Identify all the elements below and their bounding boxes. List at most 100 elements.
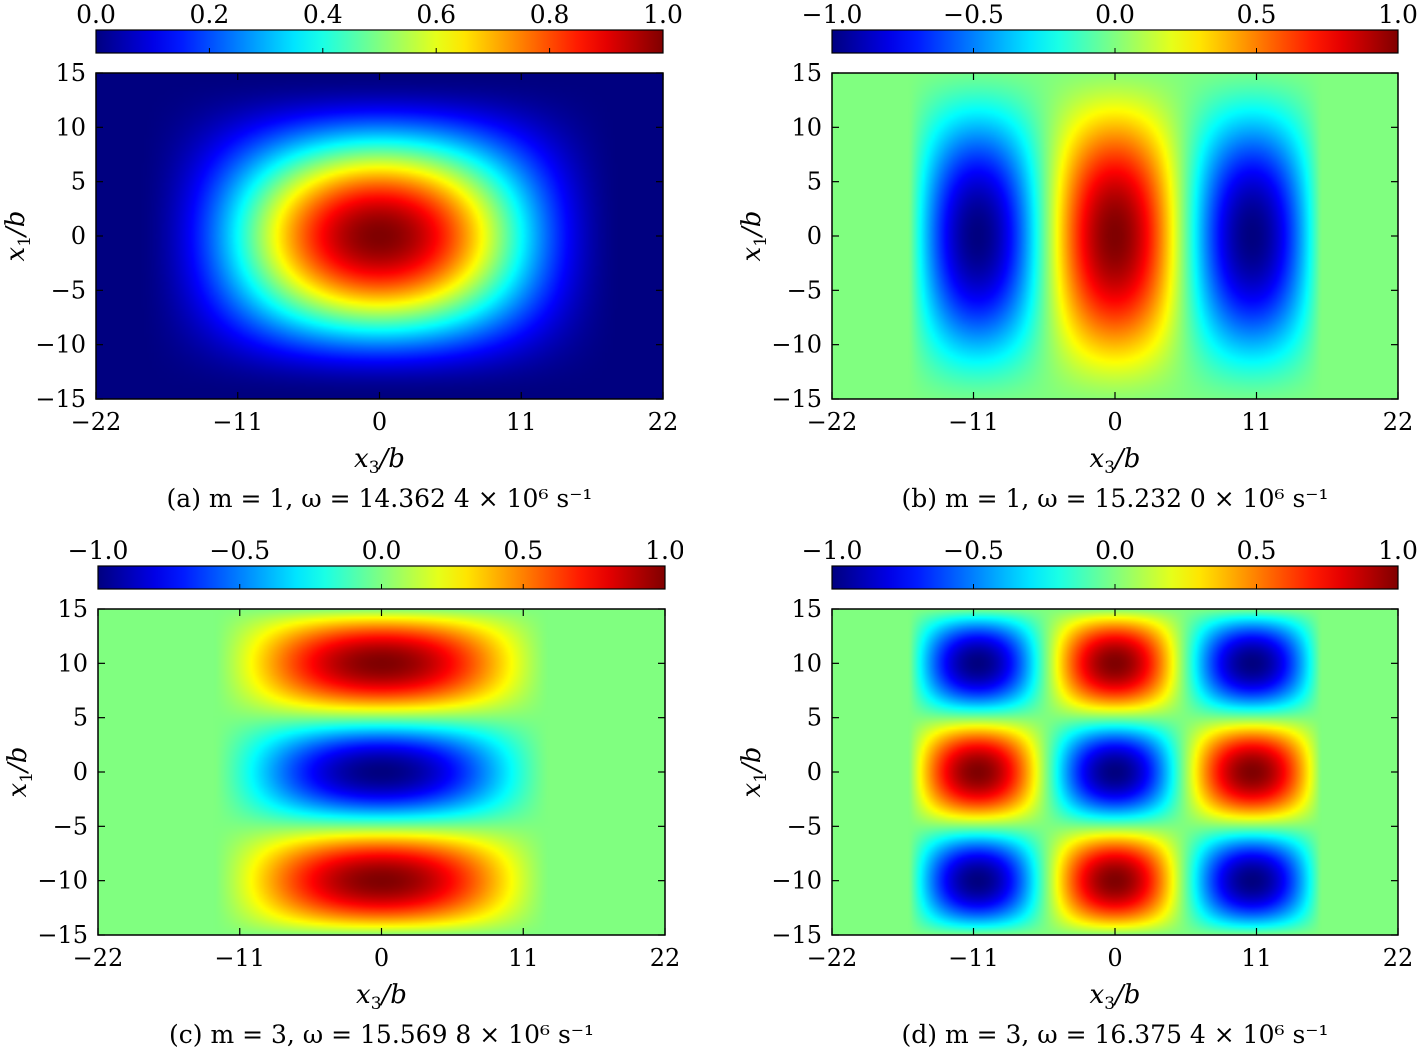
y-tick-label: 15 [791,59,822,87]
x-axis-label: x3/b [1090,980,1141,1014]
heatmap-image [832,609,1398,935]
y-tick-label: 10 [791,113,822,141]
colorbar-tick-label: 0.6 [416,0,456,29]
y-tick-label: −15 [37,921,88,949]
x-tick-label: −22 [73,944,124,972]
heatmap-image [832,73,1398,399]
colorbar-tick-label: 1.0 [1378,537,1418,565]
colorbar-tick-label: 0.5 [503,537,543,565]
y-axis-label-sub: 1 [15,236,35,247]
x-axis-label: x3/b [1090,444,1141,478]
x-axis-label-var: x [356,980,371,1010]
x-tick-label: 22 [648,408,679,436]
x-axis-label-var: x [1090,980,1105,1010]
x-axis-label-sub: 3 [371,994,382,1014]
y-tick-label: −5 [787,812,822,840]
x-axis-label-suffix: /b [379,980,407,1010]
panel-b: −1.0 −0.5 0.0 0.5 1.0 −22 −11 0 11 22 15 10 5 0 −5 −10 −… [735,0,1418,514]
y-tick-label: −10 [771,867,822,895]
x-tick-label: 11 [508,944,539,972]
y-axis-label-var: x [3,782,33,797]
x-axis-label: x3/b [354,444,405,478]
x-tick-label: 11 [1241,408,1272,436]
x-axis-label-var: x [1090,444,1105,474]
y-axis-label-suffix: /b [3,747,33,775]
panel-caption: (b) m = 1, ω = 15.232 0 × 10⁶ s⁻¹ [901,484,1328,513]
y-tick-label: 0 [807,758,822,786]
x-tick-label: 0 [372,408,387,436]
x-tick-label: −11 [948,944,999,972]
chart-svg: −1.0 −0.5 0.0 0.5 1.0 −22 −11 0 11 22 15 10 5 0 −5 −10 −… [737,536,1418,1049]
colorbar-tick-label: 0.5 [1237,537,1277,565]
panel-c: −1.0 −0.5 0.0 0.5 1.0 −22 −11 0 11 22 15 10 5 0 −5 −10 −… [0,536,685,1051]
colorbar-tick-label: 0.0 [76,0,116,29]
colorbar [95,29,664,54]
x-tick-label: 22 [1383,944,1414,972]
x-axis-label-sub: 3 [1104,458,1115,478]
colorbar-tick-label: 0.4 [303,0,343,29]
x-tick-label: −22 [807,408,858,436]
x-tick-label: −11 [212,408,263,436]
x-tick-label: −11 [214,944,265,972]
y-axis-label-sub: 1 [751,772,771,783]
y-tick-label: 10 [57,649,88,677]
y-axis-label: x1/b [737,211,771,262]
y-axis-label-sub: 1 [17,772,37,783]
y-axis-label-suffix: /b [737,211,767,239]
y-tick-label: 5 [73,704,88,732]
panel-caption: (d) m = 3, ω = 16.375 4 × 10⁶ s⁻¹ [901,1020,1328,1049]
colorbar-tick-label: −0.5 [209,537,270,565]
colorbar-tick-label: 0.5 [1237,0,1277,29]
y-tick-label: 0 [807,222,822,250]
y-tick-label: −15 [771,385,822,413]
y-tick-label: −15 [771,921,822,949]
colorbar-tick-label: 0.0 [1095,537,1135,565]
colorbar-tick-label: −0.5 [943,0,1004,29]
x-tick-label: 22 [650,944,681,972]
colorbar-tick-label: 0.0 [1095,0,1135,29]
y-tick-label: −5 [787,276,822,304]
y-tick-label: 10 [55,113,86,141]
x-tick-label: −22 [807,944,858,972]
x-axis-label: x3/b [356,980,407,1014]
heatmap-image [98,609,665,935]
x-tick-label: 0 [374,944,389,972]
x-tick-label: 22 [1383,408,1414,436]
panel-a: 0.0 0.2 0.4 0.6 0.8 1.0 −22 −11 0 11 22 15 10 5 0 −5 −10… [0,0,683,514]
chart-svg: −1.0 −0.5 0.0 0.5 1.0 −22 −11 0 11 22 15 10 5 0 −5 −10 −… [737,0,1418,513]
x-tick-label: −11 [948,408,999,436]
y-axis-label-suffix: /b [1,211,31,239]
panel-caption: (a) m = 1, ω = 14.362 4 × 10⁶ s⁻¹ [167,484,593,513]
y-tick-label: −15 [35,385,86,413]
x-axis-label-sub: 3 [369,458,380,478]
heatmap-image [96,73,663,399]
x-tick-label: 11 [1241,944,1272,972]
y-tick-label: 15 [791,595,822,623]
y-tick-label: 0 [73,758,88,786]
colorbar-tick-label: −1.0 [802,0,863,29]
y-tick-label: 0 [71,222,86,250]
panel-d: −1.0 −0.5 0.0 0.5 1.0 −22 −11 0 11 22 15 10 5 0 −5 −10 −… [735,536,1418,1051]
y-axis-label: x1/b [737,747,771,798]
y-axis-label-sub: 1 [751,236,771,247]
colorbar-tick-label: −1.0 [802,537,863,565]
x-tick-label: 11 [506,408,537,436]
x-axis-label-suffix: /b [1112,980,1140,1010]
y-axis-label-suffix: /b [737,747,767,775]
y-tick-label: −10 [771,331,822,359]
chart-svg: 0.0 0.2 0.4 0.6 0.8 1.0 −22 −11 0 11 22 15 10 5 0 −5 −10… [1,0,683,513]
y-tick-label: 5 [807,168,822,196]
x-tick-label: 0 [1107,944,1122,972]
y-tick-label: 5 [807,704,822,732]
colorbar-tick-label: 1.0 [645,537,683,565]
y-tick-label: −5 [53,812,88,840]
y-axis-label: x1/b [1,211,35,262]
y-tick-label: −10 [37,867,88,895]
colorbar-tick-label: 0.0 [362,537,402,565]
x-tick-label: 0 [1107,408,1122,436]
y-axis-label-var: x [737,246,767,261]
colorbar-tick-label: 1.0 [643,0,683,29]
x-axis-label-var: x [354,444,369,474]
colorbar-tick-label: 0.2 [190,0,230,29]
y-axis-label-var: x [737,782,767,797]
